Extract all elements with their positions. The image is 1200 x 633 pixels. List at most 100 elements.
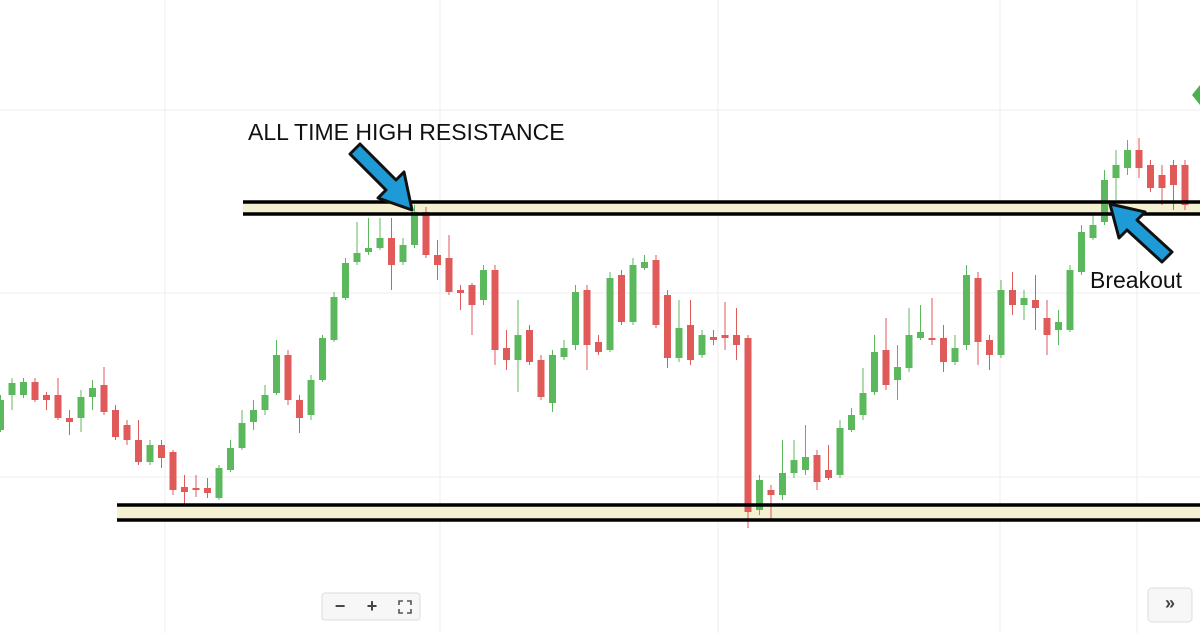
candle-body (284, 355, 292, 400)
candle-body (353, 253, 361, 262)
candle-body (434, 255, 441, 265)
candle-body (66, 418, 73, 422)
candle-body (1032, 300, 1039, 308)
candle-body (43, 395, 50, 400)
candle-body (859, 393, 867, 415)
candle-body (123, 425, 131, 440)
candle-body (871, 352, 878, 392)
toolbar (321, 592, 421, 621)
candle-body (572, 292, 579, 345)
candle-body (1158, 175, 1166, 188)
annotation: ALL TIME HIGH RESISTANCE (248, 119, 565, 145)
candle-body (273, 355, 280, 393)
candle-body (261, 395, 269, 410)
candle-body (135, 440, 142, 462)
candle-body (181, 487, 188, 492)
candle-body (342, 263, 349, 298)
grid (0, 109, 1200, 478)
candle-body (388, 238, 395, 265)
zone-band (117, 505, 1200, 520)
candle-body (733, 335, 740, 345)
candle-body (296, 400, 303, 418)
vertical-grid (164, 0, 1138, 633)
candle-body (894, 367, 901, 380)
candle-body (1043, 318, 1051, 335)
candle-body (89, 388, 96, 397)
candle-body (1147, 165, 1154, 188)
candle-body (549, 355, 556, 403)
candle-body (595, 342, 602, 352)
candle-body (825, 470, 832, 478)
candle-body (917, 332, 924, 338)
scroll-button[interactable]: » (1165, 593, 1175, 613)
candle-body (618, 275, 625, 322)
candle-body (583, 290, 591, 345)
marker (1192, 85, 1200, 105)
candle-body (905, 335, 913, 368)
candle-body (491, 270, 499, 350)
candle-body (652, 260, 660, 325)
candles (0, 138, 1189, 528)
candle-body (330, 297, 338, 340)
candle-body (1181, 165, 1189, 205)
candle-body (169, 452, 177, 490)
candle-body (675, 328, 683, 358)
scroll-button-box (1147, 587, 1193, 623)
candle-body (779, 473, 786, 495)
candle-body (0, 400, 4, 430)
zoom-out-button[interactable]: − (335, 596, 346, 616)
candle-body (986, 340, 993, 355)
candle-body (997, 290, 1005, 355)
candle-body (790, 460, 798, 473)
fullscreen-button[interactable] (398, 600, 412, 614)
candle-body (1009, 290, 1016, 305)
candle-body (468, 285, 476, 305)
candle-body (1066, 270, 1074, 330)
candle-body (744, 338, 752, 512)
candle-body (629, 265, 637, 322)
candle-body (1124, 150, 1131, 168)
candle-body (848, 415, 855, 430)
candle-body (422, 212, 430, 255)
candle-body (503, 348, 510, 360)
candle-body (698, 335, 706, 355)
candle-body (560, 348, 568, 357)
candle-body (158, 445, 165, 458)
candle-body (606, 278, 614, 350)
arrow (1108, 202, 1174, 264)
candle-body (8, 383, 16, 395)
candle-body (767, 490, 775, 495)
candle-body (963, 275, 970, 345)
arrow (348, 142, 414, 212)
candle-body (250, 410, 257, 422)
candle-body (445, 258, 453, 292)
candle-body (399, 245, 407, 262)
candle-body (319, 338, 326, 380)
candle-body (1135, 150, 1143, 168)
candle-body (974, 278, 982, 342)
candle-body (411, 212, 418, 245)
candle-body (710, 337, 717, 340)
candle-body (641, 262, 648, 268)
candle-body (376, 238, 384, 248)
candle-body (31, 382, 39, 400)
candle-body (227, 448, 234, 470)
candle-body (1055, 322, 1062, 330)
candle-body (1078, 232, 1085, 272)
zoom-in-button[interactable]: + (367, 596, 378, 616)
candle-body (514, 335, 522, 360)
candle-body (836, 428, 844, 475)
candle-body (204, 488, 211, 493)
zone-band (243, 202, 1200, 214)
candle-body (54, 395, 62, 418)
candle-body (882, 350, 890, 385)
candle-body (1170, 165, 1177, 185)
candle-body (537, 360, 545, 397)
candle-body (940, 338, 947, 362)
candle-body (100, 385, 108, 412)
candle-body (365, 248, 372, 252)
candle-body (20, 382, 27, 395)
candle-body (687, 325, 694, 360)
